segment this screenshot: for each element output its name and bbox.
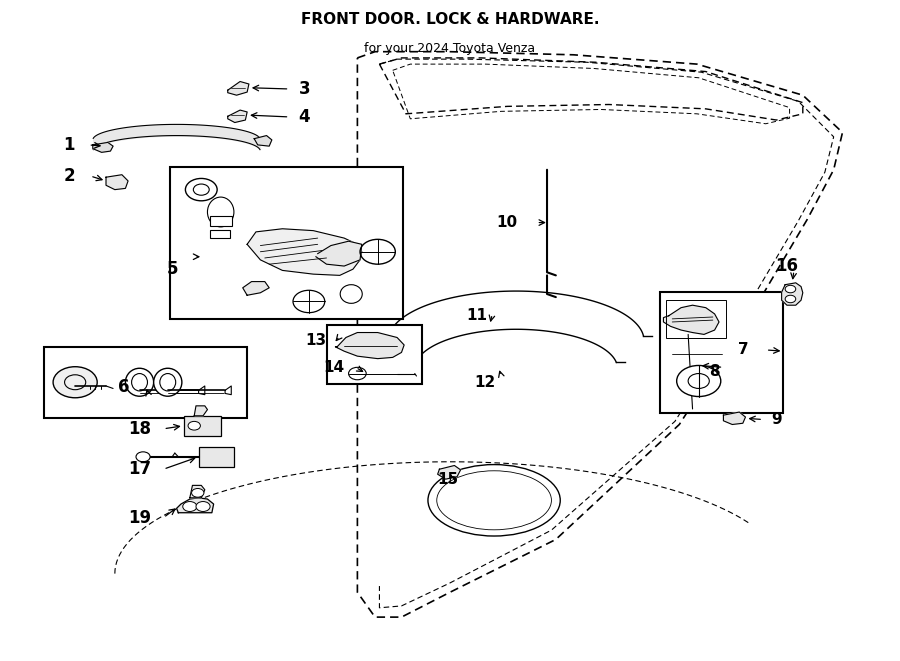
Polygon shape xyxy=(724,412,745,424)
Polygon shape xyxy=(243,282,269,295)
Text: FRONT DOOR. LOCK & HARDWARE.: FRONT DOOR. LOCK & HARDWARE. xyxy=(301,12,599,27)
Polygon shape xyxy=(194,406,207,416)
Bar xyxy=(199,447,234,467)
Text: 3: 3 xyxy=(299,80,310,98)
Polygon shape xyxy=(93,142,113,152)
Text: 1: 1 xyxy=(63,136,75,154)
Bar xyxy=(184,416,220,436)
Ellipse shape xyxy=(340,285,362,303)
Circle shape xyxy=(677,366,721,397)
Text: 15: 15 xyxy=(437,472,459,486)
Circle shape xyxy=(136,452,150,462)
Text: 17: 17 xyxy=(128,460,151,478)
Text: for your 2024 Toyota Venza: for your 2024 Toyota Venza xyxy=(364,42,536,56)
Bar xyxy=(210,230,230,238)
Circle shape xyxy=(188,422,201,430)
Polygon shape xyxy=(106,175,128,190)
Text: 8: 8 xyxy=(709,364,720,379)
Bar xyxy=(210,216,232,225)
Text: 10: 10 xyxy=(497,215,518,230)
Ellipse shape xyxy=(207,197,234,227)
Polygon shape xyxy=(228,81,249,95)
Text: 13: 13 xyxy=(305,333,327,348)
Bar xyxy=(44,347,248,418)
Polygon shape xyxy=(190,485,205,498)
Text: 7: 7 xyxy=(737,342,748,358)
Ellipse shape xyxy=(125,368,154,396)
Circle shape xyxy=(53,367,97,398)
Polygon shape xyxy=(781,283,803,305)
Text: 11: 11 xyxy=(466,308,487,323)
Bar xyxy=(327,325,422,384)
Polygon shape xyxy=(316,241,362,266)
Polygon shape xyxy=(254,136,272,146)
Polygon shape xyxy=(225,386,231,395)
Circle shape xyxy=(785,295,796,303)
Text: 6: 6 xyxy=(118,378,130,396)
Text: 4: 4 xyxy=(299,108,310,126)
Circle shape xyxy=(196,502,210,512)
Polygon shape xyxy=(248,229,362,276)
Bar xyxy=(169,167,403,319)
Text: 18: 18 xyxy=(128,420,151,438)
Bar xyxy=(660,292,783,413)
Text: 2: 2 xyxy=(63,167,75,185)
Polygon shape xyxy=(199,386,205,395)
Polygon shape xyxy=(336,332,404,359)
Text: 19: 19 xyxy=(128,509,151,527)
Circle shape xyxy=(183,502,197,512)
Polygon shape xyxy=(663,305,719,334)
Circle shape xyxy=(785,286,796,293)
Polygon shape xyxy=(228,110,248,122)
Ellipse shape xyxy=(154,368,182,396)
Text: 16: 16 xyxy=(776,257,798,275)
Bar xyxy=(666,300,726,338)
Text: 14: 14 xyxy=(323,360,344,375)
Text: 12: 12 xyxy=(474,375,496,390)
Text: 9: 9 xyxy=(771,412,782,427)
Circle shape xyxy=(192,488,204,497)
Text: 5: 5 xyxy=(166,260,178,278)
Polygon shape xyxy=(176,498,213,513)
Polygon shape xyxy=(437,465,461,479)
